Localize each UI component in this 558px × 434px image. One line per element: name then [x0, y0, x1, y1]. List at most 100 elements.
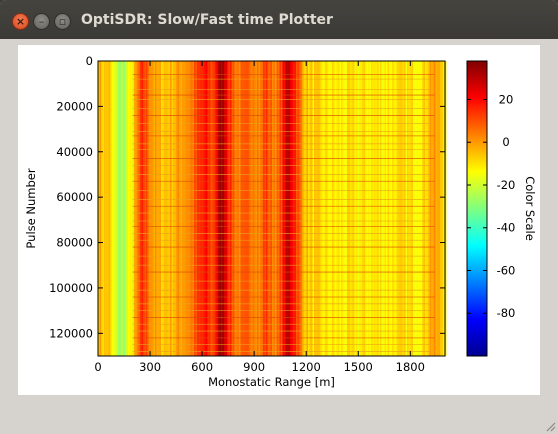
heatmap-column	[257, 61, 259, 356]
heatmap-column	[245, 61, 247, 356]
y-tick-label: 80000	[56, 236, 93, 250]
heatmap-column	[152, 61, 154, 356]
heatmap-column	[438, 61, 441, 356]
heatmap-column	[423, 61, 426, 356]
heatmap-column	[276, 61, 279, 356]
heatmap-column	[354, 61, 357, 356]
heatmap-column	[309, 61, 312, 356]
heatmap-column	[369, 61, 372, 356]
heatmap-column	[129, 61, 132, 356]
y-tick-label: 100000	[49, 281, 93, 295]
heatmap-column	[174, 61, 177, 356]
heatmap-column	[284, 61, 286, 356]
heatmap-column	[173, 61, 175, 356]
heatmap-column	[435, 61, 438, 356]
heatmap-column	[305, 61, 307, 356]
heatmap-column	[353, 61, 355, 356]
heatmap-column	[312, 61, 315, 356]
heatmap-column	[351, 61, 354, 356]
heatmap-column	[177, 61, 180, 356]
x-axis: 0 300 600 900 1200 1500 1800	[94, 61, 425, 374]
heatmap-column	[248, 61, 250, 356]
heatmap-column	[123, 61, 126, 356]
heatmap-column	[293, 61, 295, 356]
heatmap-column	[416, 61, 418, 356]
heatmap-column	[420, 61, 423, 356]
heatmap-column	[380, 61, 382, 356]
heatmap-column	[102, 61, 105, 356]
heatmap-column	[153, 61, 156, 356]
heatmap-column	[167, 61, 169, 356]
heatmap-column	[164, 61, 166, 356]
heatmap-columns	[98, 61, 447, 356]
heatmap-column	[203, 61, 205, 356]
heatmap-column	[362, 61, 364, 356]
heatmap-column	[99, 61, 102, 356]
x-axis-label: Monostatic Range [m]	[208, 375, 335, 389]
heatmap-column	[374, 61, 376, 356]
heatmap-column	[368, 61, 370, 356]
maximize-window-button[interactable]: ▫	[54, 13, 71, 30]
heatmap-column	[308, 61, 310, 356]
heatmap-column	[267, 61, 270, 356]
minimize-icon: –	[38, 15, 45, 28]
heatmap-column	[146, 61, 148, 356]
heatmap-column	[282, 61, 285, 356]
heatmap-column	[393, 61, 396, 356]
heatmap-column	[297, 61, 300, 356]
heatmap-column	[387, 61, 390, 356]
heatmap-column	[437, 61, 439, 356]
heatmap-column	[180, 61, 183, 356]
heatmap-column	[398, 61, 400, 356]
heatmap-column	[137, 61, 139, 356]
heatmap-column	[366, 61, 369, 356]
heatmap-column	[111, 61, 114, 356]
heatmap-column	[300, 61, 303, 356]
heatmap-column	[410, 61, 412, 356]
heatmap-column	[134, 61, 136, 356]
heatmap-column	[339, 61, 342, 356]
heatmap-column	[140, 61, 142, 356]
heatmap-column	[158, 61, 160, 356]
heatmap-column	[119, 61, 121, 356]
heatmap-column	[242, 61, 244, 356]
heatmap-column	[110, 61, 112, 356]
heatmap-column	[126, 61, 129, 356]
heatmap-column	[225, 61, 228, 356]
colorbar-tick-label: 0	[502, 135, 509, 149]
heatmap-column	[263, 61, 265, 356]
heatmap-column	[252, 61, 255, 356]
heatmap-column	[272, 61, 274, 356]
heatmap-column	[314, 61, 316, 356]
heatmap-column	[291, 61, 294, 356]
minimize-window-button[interactable]: –	[33, 13, 50, 30]
heatmap-chart: 0 300 600 900 1200 1500 1800 0 20000 40000 60000 8…	[24, 54, 537, 389]
plot-canvas: 0 300 600 900 1200 1500 1800 0 20000 40000 60000 8…	[18, 45, 540, 395]
heatmap-column	[363, 61, 366, 356]
heatmap-column	[278, 61, 280, 356]
heatmap-column	[350, 61, 352, 356]
title-bar[interactable]: × – ▫ OptiSDR: Slow/Fast time Plotter	[0, 0, 558, 39]
heatmap-column	[159, 61, 162, 356]
heatmap-column	[183, 61, 186, 356]
heatmap-column	[288, 61, 291, 356]
heatmap-column	[306, 61, 309, 356]
heatmap-column	[396, 61, 399, 356]
heatmap-column	[269, 61, 271, 356]
colorbar-tick-label: -40	[497, 221, 516, 235]
heatmap-column	[224, 61, 226, 356]
heatmap-column	[365, 61, 367, 356]
resize-grip-icon[interactable]	[544, 420, 556, 432]
heatmap-column	[239, 61, 241, 356]
heatmap-column	[116, 61, 118, 356]
heatmap-column	[273, 61, 276, 356]
heatmap-column	[317, 61, 319, 356]
heatmap-column	[105, 61, 108, 356]
heatmap-column	[213, 61, 216, 356]
close-window-button[interactable]: ×	[12, 13, 29, 30]
colorbar-tick-label: -80	[497, 306, 516, 320]
y-tick-label: 0	[86, 54, 93, 68]
heatmap-column	[431, 61, 433, 356]
heatmap-column	[162, 61, 165, 356]
